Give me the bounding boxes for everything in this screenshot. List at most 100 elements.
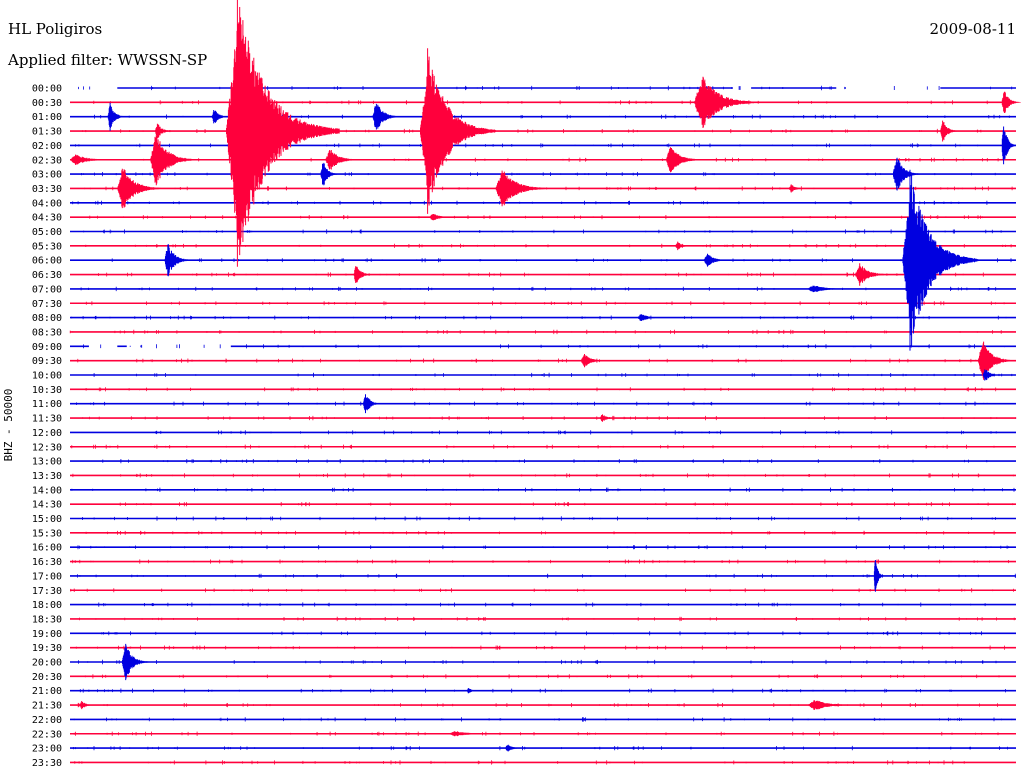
seismic-event: [940, 120, 960, 142]
row-time-label: 02:30: [32, 155, 62, 166]
trace-noise: [80, 286, 997, 292]
seismic-event: [420, 48, 496, 214]
seismic-event: [788, 184, 808, 193]
trace-noise: [69, 329, 1002, 335]
row-time-label: 19:00: [32, 629, 62, 640]
seismic-event: [353, 266, 373, 283]
trace-noise: [98, 602, 986, 607]
trace-noise: [102, 459, 988, 464]
seismic-event: [855, 263, 894, 286]
record-date: 2009-08-11: [929, 20, 1016, 38]
trace-noise: [73, 717, 1013, 722]
seismic-event: [873, 560, 884, 592]
seismic-event: [665, 147, 704, 173]
seismic-event: [807, 285, 856, 293]
row-time-label: 14:30: [32, 500, 62, 511]
row-time-label: 05:00: [32, 227, 62, 238]
trace-noise: [77, 358, 996, 363]
seismic-event: [505, 744, 525, 752]
seismic-event: [982, 369, 1002, 381]
seismic-event: [1001, 126, 1016, 165]
trace-noise: [72, 200, 988, 205]
seismic-event: [807, 700, 865, 710]
trace-noise: [71, 315, 1007, 320]
row-time-label: 19:30: [32, 643, 62, 654]
row-time-label: 21:00: [32, 686, 62, 697]
trace-noise: [74, 760, 965, 765]
row-time-label: 13:00: [32, 457, 62, 468]
row-time-label: 08:30: [32, 327, 62, 338]
row-time-label: 20:00: [32, 658, 62, 669]
trace-noise: [89, 215, 983, 220]
seismic-event: [637, 314, 666, 321]
row-time-label: 12:30: [32, 442, 62, 453]
trace-noise: [76, 401, 1010, 406]
row-time-label: 22:30: [32, 729, 62, 740]
seismic-event: [429, 214, 458, 221]
seismic-event: [363, 394, 383, 414]
seismic-event: [467, 688, 477, 694]
seismic-event: [155, 123, 175, 139]
row-time-label: 07:00: [32, 284, 62, 295]
trace-noise: [82, 415, 1017, 421]
seismic-event: [580, 354, 610, 368]
trace-noise: [82, 516, 996, 521]
seismic-event: [164, 244, 193, 277]
trace-noise: [79, 688, 1006, 693]
trace-noise: [73, 731, 999, 736]
applied-filter-label: Applied filter: WWSSN-SP: [8, 51, 208, 69]
row-time-label: 11:30: [32, 414, 62, 425]
row-time-label: 15:00: [32, 514, 62, 525]
trace-noise: [85, 243, 1016, 248]
trace-group: [69, 0, 1021, 765]
trace-noise: [98, 272, 984, 277]
trace-noise: [70, 588, 1014, 593]
row-time-label: 09:00: [32, 342, 62, 353]
station-name: HL Poligiros: [8, 20, 103, 38]
row-time-label: 17:00: [32, 571, 62, 582]
seismic-event: [675, 241, 695, 251]
row-time-label: 07:30: [32, 299, 62, 310]
trace-noise: [77, 545, 1009, 550]
row-time-label: 18:30: [32, 614, 62, 625]
seismic-event: [599, 414, 619, 422]
seismic-event: [150, 134, 198, 186]
row-time-label: 10:30: [32, 385, 62, 396]
seismic-event: [70, 154, 118, 165]
trace-noise: [71, 444, 995, 449]
trace-noise: [91, 631, 982, 636]
seismic-event: [893, 157, 922, 191]
trace-noise: [84, 674, 1000, 679]
seismic-event: [325, 150, 364, 170]
seismic-event: [372, 103, 402, 130]
row-time-label: 04:00: [32, 198, 62, 209]
row-time-label: 06:30: [32, 270, 62, 281]
row-time-label: 17:30: [32, 586, 62, 597]
row-time-label: 16:30: [32, 557, 62, 568]
seismic-event: [448, 731, 506, 737]
row-time-label: 03:30: [32, 184, 62, 195]
seismic-event: [495, 170, 553, 207]
row-time-label: 18:00: [32, 600, 62, 611]
row-time-label: 00:00: [32, 84, 62, 95]
row-time-label: 10:00: [32, 371, 62, 382]
seismic-event: [1001, 91, 1021, 113]
row-time-label: 01:00: [32, 112, 62, 123]
row-time-label: 16:00: [32, 543, 62, 554]
trace-noise: [155, 430, 997, 435]
row-time-label: 15:30: [32, 528, 62, 539]
row-time-label: 00:30: [32, 98, 62, 109]
trace-noise: [78, 85, 1013, 91]
trace-noise: [72, 473, 1014, 478]
seismic-event: [902, 169, 979, 351]
row-time-label: 06:00: [32, 256, 62, 267]
seismic-event: [79, 701, 99, 710]
row-time-label: 05:30: [32, 241, 62, 252]
trace-noise: [83, 344, 1005, 349]
trace-noise: [77, 573, 1016, 579]
trace-noise: [85, 301, 1005, 306]
row-time-label: 11:00: [32, 399, 62, 410]
trace-noise: [75, 645, 1005, 650]
row-time-label: 03:00: [32, 170, 62, 181]
